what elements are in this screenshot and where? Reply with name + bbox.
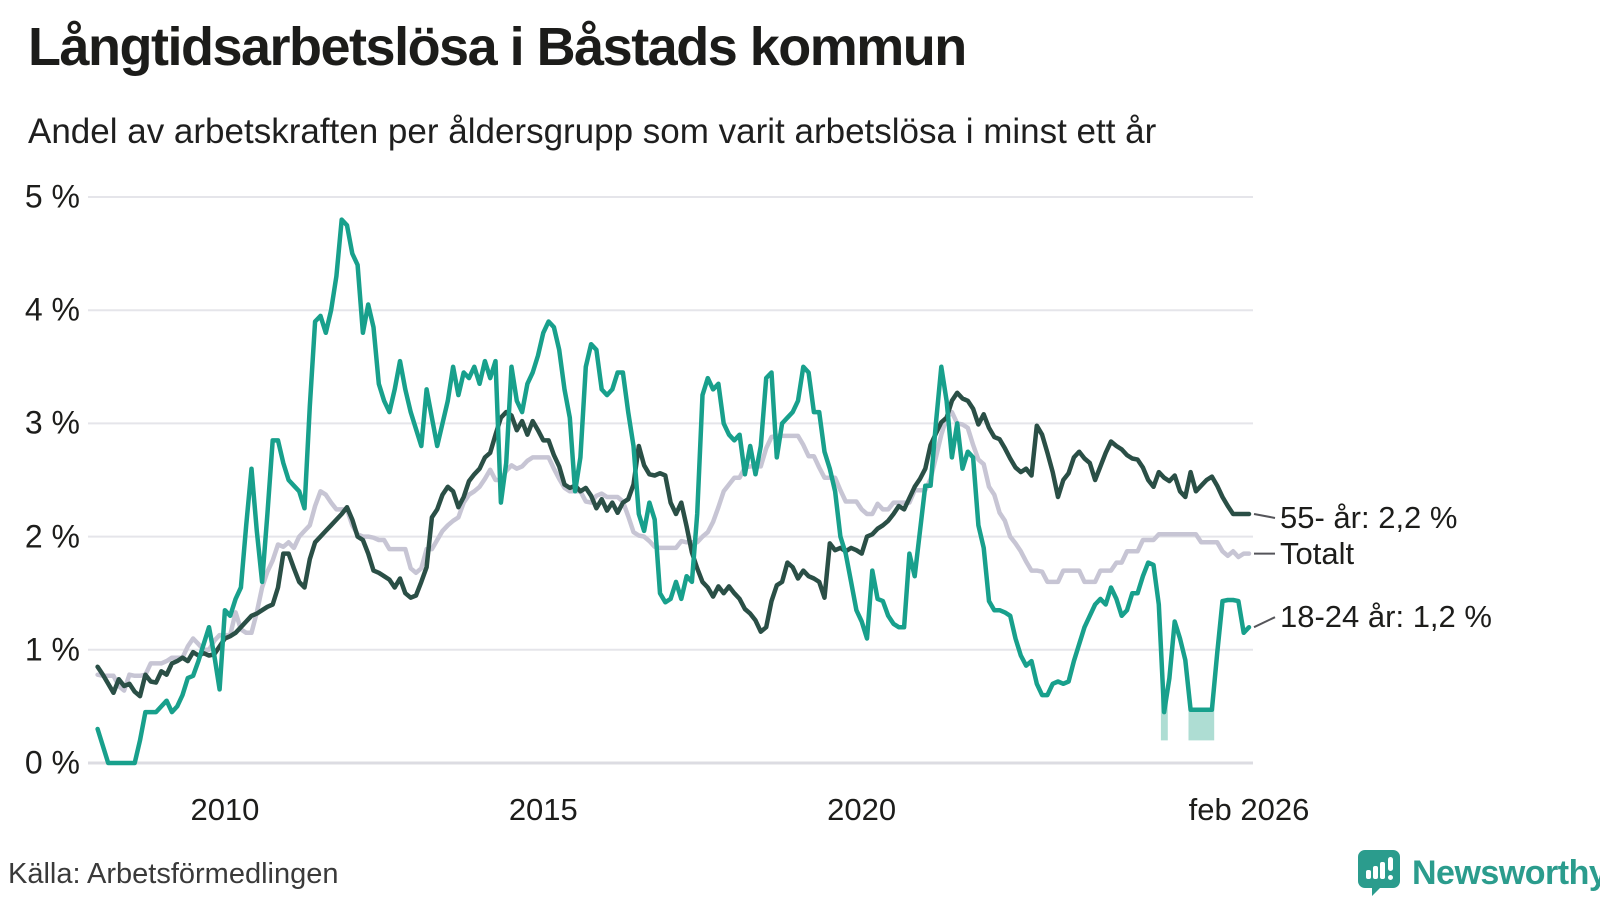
newsworthy-logo: Newsworthy [1358, 850, 1600, 896]
series-line-Totalt [95, 409, 1252, 693]
series-line-55--år [95, 390, 1252, 699]
y-axis-tick-3: 3 % [24, 404, 80, 441]
series-line-18-24-år [95, 217, 1252, 766]
x-axis-tick-2010: 2010 [190, 792, 260, 827]
y-axis-tick-0: 0 % [24, 744, 80, 781]
page-title: Långtidsarbetslösa i Båstads kommun [28, 17, 967, 77]
y-axis-tick-5: 5 % [24, 178, 80, 215]
uncertainty-band-1 [1188, 684, 1215, 741]
series-label-55--år: 55- år: 2,2 % [1280, 499, 1458, 535]
label-connector-2 [1253, 616, 1276, 629]
y-axis-tick-2: 2 % [24, 518, 80, 555]
brand-name: Newsworthy [1412, 853, 1600, 892]
x-axis-tick-2020: 2020 [827, 792, 897, 827]
x-axis-tick-feb-2026: feb 2026 [1188, 792, 1310, 827]
y-axis-tick-1: 1 % [24, 631, 80, 668]
series-label-18-24-år: 18-24 år: 1,2 % [1280, 599, 1492, 635]
series-label-Totalt: Totalt [1280, 535, 1355, 571]
uncertainty-band-0 [1160, 647, 1168, 741]
newsworthy-logo-icon [1358, 850, 1400, 896]
source-note: Källa: Arbetsförmedlingen [8, 858, 339, 890]
x-axis-tick-2015: 2015 [508, 792, 578, 827]
y-axis-tick-4: 4 % [24, 291, 80, 328]
label-connector-0 [1253, 512, 1276, 519]
chart-subtitle: Andel av arbetskraften per åldersgrupp s… [28, 112, 1157, 151]
